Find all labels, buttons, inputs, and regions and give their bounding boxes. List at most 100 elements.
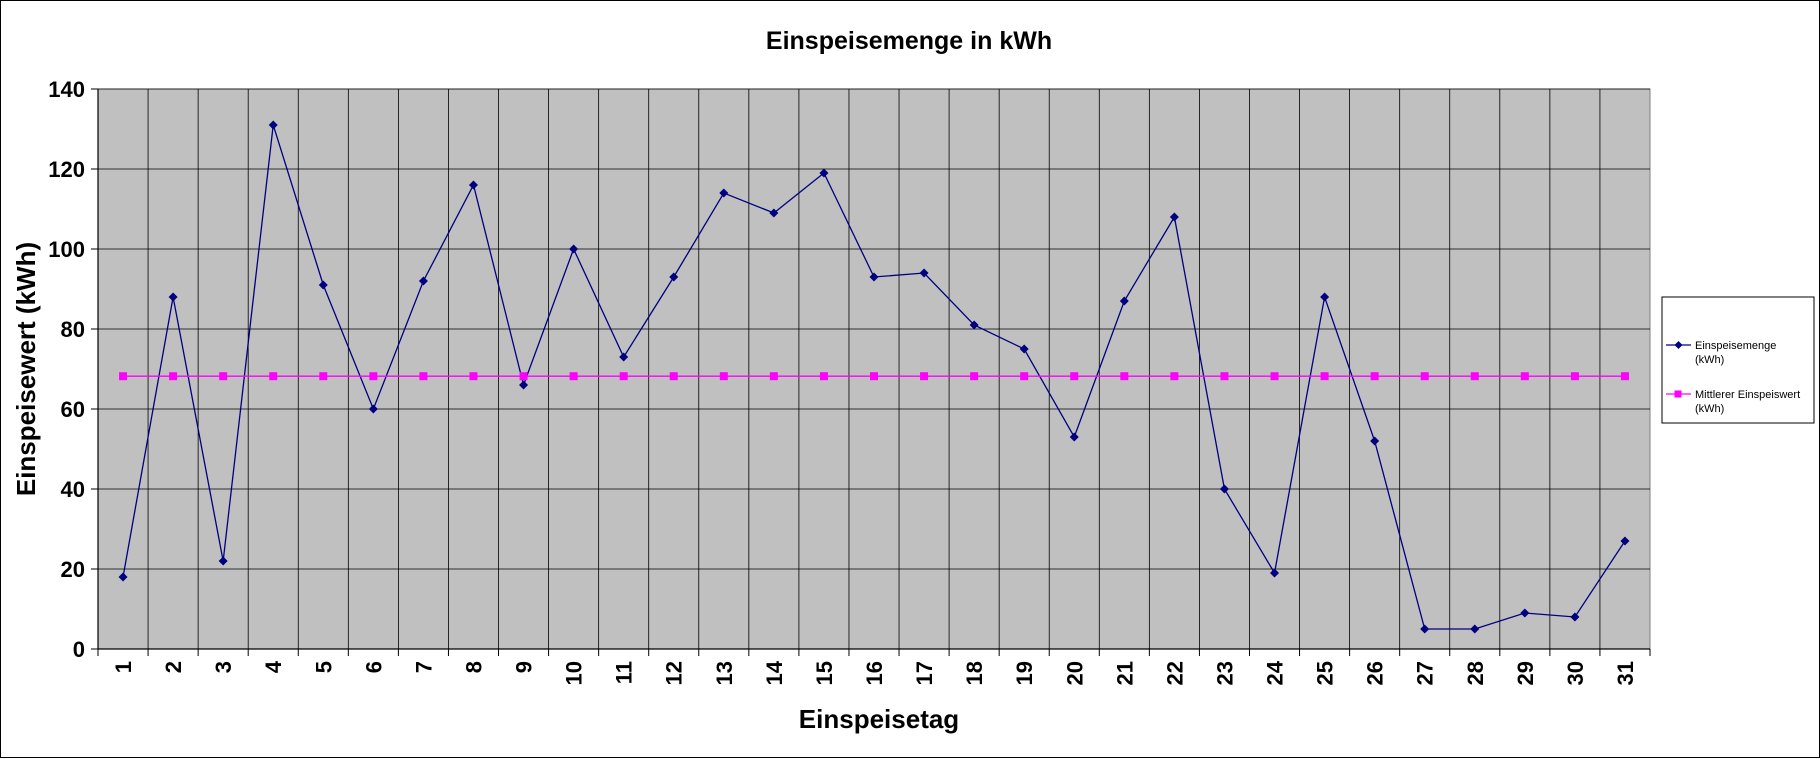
data-point [118,572,128,582]
legend-marker [1674,341,1683,349]
data-point [819,168,829,178]
x-tick-label: 3 [211,661,236,673]
data-point [1069,432,1079,442]
x-tick-label: 18 [962,661,987,685]
x-tick-label: 11 [612,661,637,684]
x-tick-label: 6 [361,661,386,673]
data-point [1320,372,1329,381]
x-tick-label: 24 [1263,660,1288,685]
x-axis-label: Einspeisetag [799,704,959,734]
data-point [418,276,428,286]
y-tick-label: 40 [61,477,85,502]
data-point [1470,372,1479,381]
x-tick-label: 20 [1062,661,1087,685]
axes [91,88,1651,656]
x-tick-label: 16 [862,661,887,685]
y-tick-label: 60 [61,397,85,422]
x-tick-label: 22 [1162,661,1187,685]
data-point [869,272,879,282]
data-point [1170,372,1179,381]
legend-label: Mittlerer Einspeiswert [1695,389,1800,401]
x-tick-label: 9 [512,661,537,673]
chart-title: Einspeisemenge in kWh [766,27,1052,55]
data-point [1420,624,1430,634]
y-tick-label: 120 [48,157,85,182]
x-tick-label: 7 [411,661,436,673]
x-tick-label: 31 [1613,661,1638,685]
x-tick-label: 17 [912,661,937,685]
data-point [569,244,579,254]
y-tick-label: 140 [48,77,85,102]
legend-label: Einspeisemenge [1695,340,1776,352]
x-tick-label: 2 [161,661,186,673]
x-tick-label: 15 [812,661,837,685]
data-point [1620,536,1630,546]
x-tick-label: 19 [1012,661,1037,685]
data-point [1119,296,1129,306]
plot-area [97,88,1651,650]
data-point [719,188,729,198]
data-point [769,208,779,218]
y-tick-label: 100 [48,237,85,262]
data-point [619,352,629,362]
data-point [919,268,929,278]
data-point [1320,292,1330,302]
data-point [368,404,378,414]
data-point [1020,372,1029,381]
legend-box [1661,296,1815,424]
data-point [1070,372,1079,381]
data-point [1220,372,1229,381]
data-point [819,372,828,381]
x-tick-label: 27 [1413,661,1438,685]
data-point [169,372,178,381]
x-tick-label: 29 [1513,661,1538,685]
data-point [219,372,228,381]
data-point [119,372,128,381]
data-point [870,372,878,381]
data-point [1470,624,1480,634]
legend-label: (kWh) [1695,354,1724,366]
x-tick-label: 21 [1112,661,1137,685]
data-point [920,372,929,381]
legend: Einspeisemenge (kWh) Mittlerer Einspeiswer… [1661,296,1815,424]
data-point [1219,484,1229,494]
data-point [468,180,478,190]
x-tick-label: 25 [1313,661,1338,685]
data-point [268,120,278,130]
y-axis-ticks: 0 20 40 60 80 100 120 140 [48,77,85,662]
data-point [419,372,428,381]
data-point [269,372,278,381]
data-point [970,372,979,381]
data-point [719,372,728,381]
y-tick-label: 20 [61,557,85,582]
data-point [168,292,178,302]
x-tick-label: 23 [1212,661,1237,685]
data-point [1570,372,1579,381]
y-tick-label: 80 [61,317,85,342]
gridlines [98,88,1650,649]
data-point [1620,372,1629,381]
data-point [1370,372,1379,381]
y-axis-label: Einspeisewert (kWh) [11,242,41,496]
data-point [1370,436,1380,446]
x-tick-label: 12 [662,661,687,685]
data-point [1120,372,1129,381]
x-tick-label: 13 [712,661,737,685]
data-point [619,372,628,381]
x-tick-label: 30 [1563,661,1588,685]
x-tick-label: 5 [311,661,336,673]
x-axis-ticks: 1 2 3 4 5 6 7 8 9 10 11 12 13 14 15 16 17 18 19 20 21 22 23 24 2… [111,660,1638,685]
data-point [1019,344,1029,354]
data-point [319,372,328,381]
data-point [469,372,478,381]
data-point [218,556,228,566]
data-point [969,320,979,330]
data-point [1169,212,1179,222]
data-point [1570,612,1580,622]
data-point [1520,608,1530,618]
data-point [569,372,578,381]
x-tick-label: 28 [1463,661,1488,685]
x-tick-label: 8 [461,661,486,673]
x-tick-label: 26 [1363,661,1388,685]
